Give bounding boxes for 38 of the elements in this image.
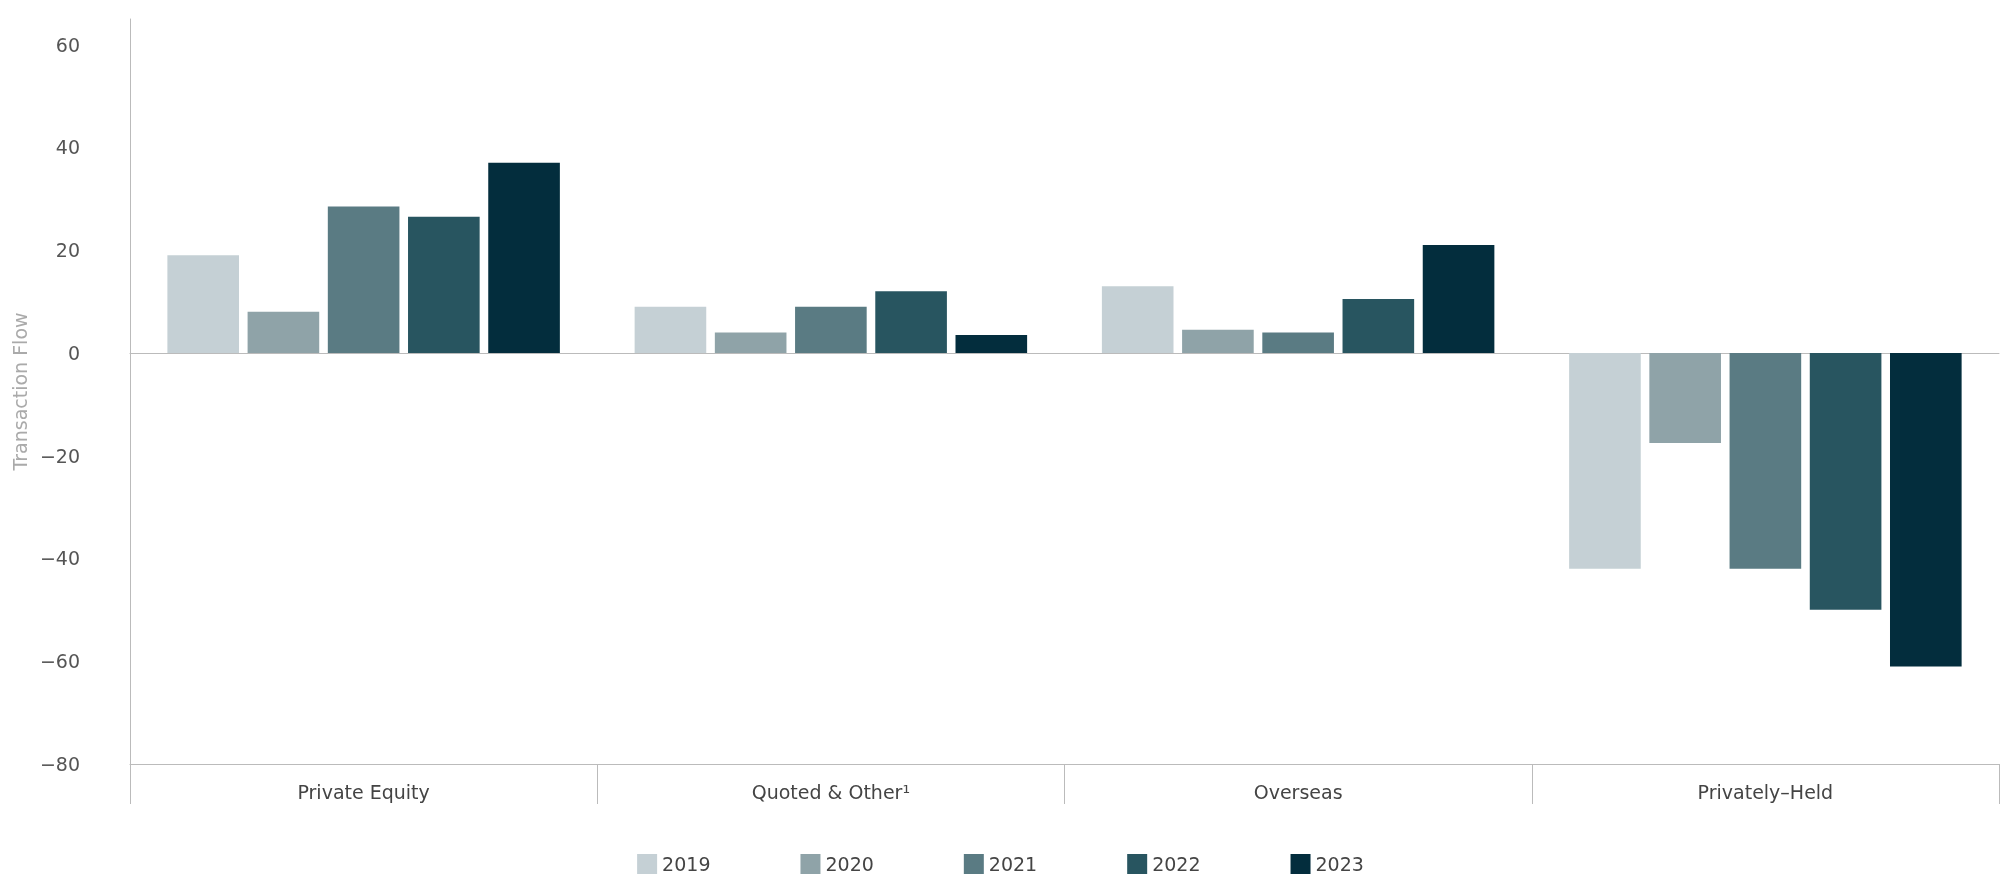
x-tick-label: Private Equity: [297, 780, 430, 803]
bar: [1262, 332, 1334, 353]
y-tick-label: −20: [39, 444, 80, 467]
y-axis-title: Transaction Flow: [8, 312, 31, 472]
legend-label: 2020: [825, 853, 874, 875]
bar: [1809, 352, 1882, 610]
bar: [1101, 286, 1174, 353]
bar: [795, 306, 867, 353]
y-tick-label: −80: [39, 753, 80, 775]
bar: [408, 216, 480, 353]
bar: [875, 291, 947, 353]
bar: [488, 162, 560, 353]
bar: [714, 332, 787, 353]
x-tick-label: Overseas: [1253, 780, 1343, 803]
bar: [167, 255, 239, 353]
bar: [327, 206, 400, 353]
x-tick-label: Quoted & Other¹: [751, 780, 911, 803]
y-tick-label: −60: [39, 650, 80, 673]
y-tick-label: 40: [55, 136, 80, 159]
bar: [1569, 352, 1641, 569]
bar: [1342, 299, 1415, 353]
x-tick-label: Privately–Held: [1697, 780, 1834, 803]
legend-label: 2021: [988, 853, 1038, 875]
y-tick-label: 0: [67, 341, 80, 364]
bar: [1890, 352, 1962, 667]
bar: [1729, 352, 1802, 569]
legend-label: 2019: [662, 853, 711, 875]
y-tick-label: −40: [39, 547, 80, 570]
bar: [1182, 329, 1254, 353]
bar: [1649, 352, 1721, 443]
bar: [955, 334, 1028, 353]
y-tick-label: 60: [55, 33, 80, 56]
legend-label: 2023: [1315, 853, 1364, 875]
bar: [634, 306, 707, 353]
legend-label: 2022: [1152, 853, 1201, 875]
bar: [247, 311, 320, 353]
bar: [1422, 245, 1495, 353]
y-tick-label: 20: [55, 239, 80, 262]
